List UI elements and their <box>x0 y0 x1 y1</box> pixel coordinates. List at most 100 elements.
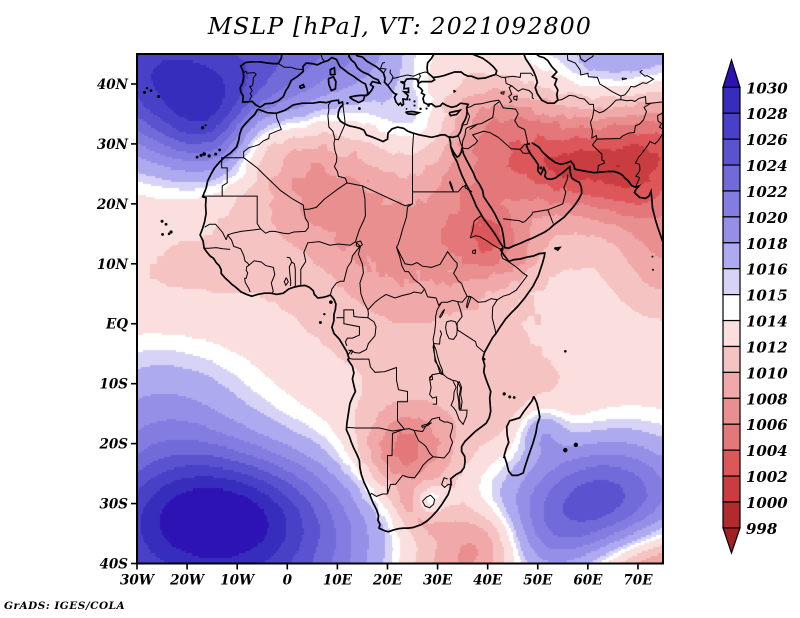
country-border <box>242 70 257 101</box>
colorbar-segment <box>722 268 741 296</box>
island-dot <box>161 233 164 236</box>
island-dot <box>425 107 428 110</box>
lon-tick-label: 10W <box>220 573 256 589</box>
coastline <box>553 246 562 252</box>
colorbar-arrow-bottom <box>722 527 741 555</box>
country-border <box>379 61 387 74</box>
country-border <box>204 247 231 250</box>
country-border <box>432 301 443 344</box>
colorbar-label: 1020 <box>746 209 788 227</box>
lake-outline <box>513 95 518 101</box>
island-dot <box>419 107 422 111</box>
coastline <box>199 108 546 533</box>
country-border <box>204 223 227 241</box>
island-dot <box>218 148 222 152</box>
island-dot <box>413 100 416 103</box>
country-border <box>367 288 425 311</box>
coastline <box>327 75 337 92</box>
lon-tick-label: 30W <box>120 573 156 589</box>
lake-outline <box>429 375 434 381</box>
island-dot <box>564 350 567 353</box>
country-border <box>320 54 326 63</box>
colorbar-segment <box>722 190 741 218</box>
country-border <box>511 85 535 100</box>
country-border <box>499 101 530 145</box>
island-dot <box>323 312 326 316</box>
country-border <box>422 494 436 509</box>
country-border <box>304 241 356 249</box>
island-dot <box>207 154 211 158</box>
colorbar: 1030 1028 1026 1024 1022 1020 1018 1016 1015 1014… <box>722 57 788 555</box>
lake-outline <box>472 249 477 255</box>
country-border <box>334 104 346 141</box>
colorbar-label: 1026 <box>746 131 788 149</box>
country-border <box>456 323 485 353</box>
country-border <box>593 95 652 114</box>
country-border <box>592 144 605 174</box>
country-border <box>453 259 468 297</box>
colorbar-segment <box>722 345 741 373</box>
country-border <box>346 426 405 432</box>
colorbar-label: 1016 <box>746 261 788 279</box>
country-border <box>418 71 428 84</box>
island-dot <box>202 152 206 156</box>
lat-tick-label: 30N <box>97 137 129 153</box>
lake-outline <box>578 54 594 63</box>
country-border <box>505 72 534 78</box>
country-border <box>503 174 569 223</box>
country-border <box>396 246 454 268</box>
island-dot <box>199 153 203 157</box>
country-border <box>243 157 305 210</box>
island-dot <box>214 152 218 156</box>
country-border <box>547 209 554 224</box>
lake-outline <box>453 89 457 94</box>
country-border <box>396 246 425 290</box>
colorbar-label: 1024 <box>746 157 788 175</box>
country-border <box>347 317 377 359</box>
country-border <box>343 309 369 347</box>
country-border <box>412 184 473 193</box>
country-border <box>412 133 414 204</box>
lon-tick-label: 70E <box>623 573 653 589</box>
colorbar-label: 1022 <box>746 183 788 201</box>
colorbar-label: 1002 <box>746 468 788 486</box>
country-border <box>424 288 468 307</box>
coastline <box>522 54 559 105</box>
country-border <box>589 109 598 146</box>
island-dot <box>204 124 207 127</box>
colorbar-label: 1014 <box>746 313 788 331</box>
lake-outline <box>432 343 444 376</box>
country-border <box>329 246 361 296</box>
country-border <box>596 101 662 140</box>
colorbar-segment <box>722 423 741 451</box>
country-border <box>248 260 276 294</box>
lake-outline <box>283 277 289 287</box>
coastline <box>257 54 498 143</box>
island-dot <box>651 268 654 271</box>
island-dot <box>201 126 205 130</box>
colorbar-label: 1000 <box>746 494 788 512</box>
colorbar-segment <box>722 294 741 322</box>
lat-tick-label: 40S <box>99 557 128 573</box>
lat-tick-label: 20S <box>98 437 128 453</box>
lon-tick-label: 10E <box>323 573 353 589</box>
colorbar-label: 1012 <box>746 338 788 356</box>
lake-outline <box>445 320 459 340</box>
island-dot <box>157 95 161 99</box>
coastline <box>448 136 583 250</box>
country-border <box>441 372 468 426</box>
coastline <box>259 54 382 108</box>
country-border <box>500 248 509 262</box>
country-border <box>387 428 405 494</box>
country-border <box>413 430 434 458</box>
colorbar-segment <box>722 138 741 166</box>
island-dot <box>346 101 349 105</box>
island-dot <box>318 321 322 325</box>
country-border <box>348 349 354 355</box>
country-border <box>300 248 307 286</box>
lake-outline <box>355 240 364 248</box>
coastline <box>503 395 541 477</box>
island-dot <box>502 456 505 459</box>
